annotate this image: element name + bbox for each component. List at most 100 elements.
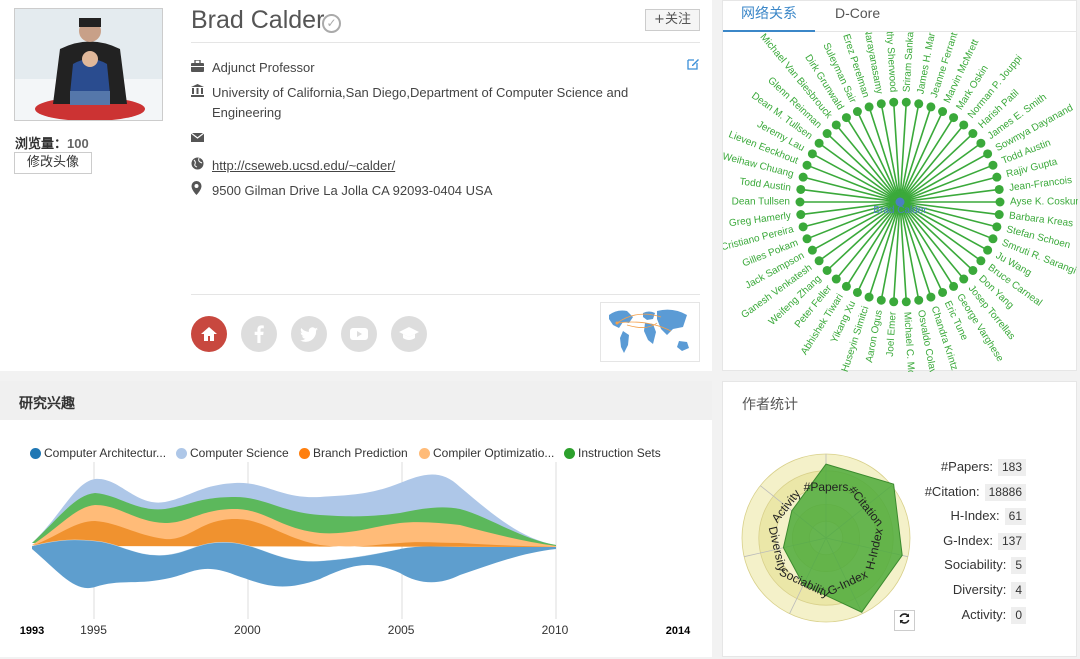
network-node[interactable] — [994, 184, 1004, 194]
network-edge — [802, 201, 901, 228]
network-node[interactable] — [976, 138, 986, 148]
network-node[interactable] — [831, 120, 841, 130]
network-node[interactable] — [798, 222, 808, 232]
coauthor-label[interactable]: Timothy Sherwood — [882, 32, 898, 93]
network-node[interactable] — [901, 297, 911, 307]
network-node[interactable] — [988, 160, 998, 170]
homepage-link[interactable]: http://cseweb.ucsd.edu/~calder/ — [212, 158, 396, 173]
network-node[interactable] — [976, 256, 986, 266]
network-node[interactable] — [822, 265, 832, 275]
tab-dcore[interactable]: D-Core — [835, 5, 881, 21]
network-node[interactable] — [802, 234, 812, 244]
edit-icon[interactable] — [687, 57, 700, 70]
network-node[interactable] — [995, 197, 1005, 207]
network-edge — [899, 201, 982, 262]
network-node[interactable] — [959, 120, 969, 130]
network-node[interactable] — [949, 281, 959, 291]
refresh-button[interactable] — [894, 610, 915, 631]
stat-row: #Papers: 183 — [923, 459, 1026, 476]
network-node[interactable] — [889, 297, 899, 307]
follow-button[interactable]: +关注 — [645, 9, 700, 31]
network-node[interactable] — [807, 245, 817, 255]
home-icon[interactable] — [191, 316, 227, 352]
network-node[interactable] — [938, 287, 948, 297]
stat-value: 0 — [1011, 606, 1026, 624]
network-node[interactable] — [831, 274, 841, 284]
legend-item[interactable]: Computer Science — [176, 446, 289, 460]
network-node[interactable] — [988, 234, 998, 244]
network-node[interactable] — [968, 265, 978, 275]
network-edge — [892, 102, 901, 203]
avatar[interactable] — [14, 8, 163, 121]
network-node[interactable] — [807, 149, 817, 159]
coauthor-label[interactable]: Ayse K. Coskun — [1010, 197, 1078, 208]
center-node[interactable] — [895, 197, 905, 207]
legend-item[interactable]: Branch Prediction — [299, 446, 408, 460]
network-node[interactable] — [822, 129, 832, 139]
network-edge — [818, 142, 901, 203]
tab-network[interactable]: 网络关系 — [723, 4, 815, 32]
network-node[interactable] — [864, 102, 874, 112]
stat-label: Diversity: — [952, 582, 1007, 597]
network-node[interactable] — [983, 149, 993, 159]
network-node[interactable] — [994, 210, 1004, 220]
legend-item[interactable]: Compiler Optimizatio... — [419, 446, 554, 460]
coauthor-label[interactable]: Michael C. Mc — [901, 311, 916, 372]
network-node[interactable] — [852, 287, 862, 297]
verified-icon: ✓ — [322, 14, 341, 33]
network-node[interactable] — [802, 160, 812, 170]
x-tick-label: 2014 — [666, 625, 691, 637]
network-node[interactable] — [798, 172, 808, 182]
youtube-icon[interactable] — [341, 316, 377, 352]
legend-item[interactable]: Instruction Sets — [564, 446, 661, 460]
coauthor-label[interactable]: Dean Tullsen — [732, 197, 790, 208]
avatar-photo — [15, 9, 162, 120]
coauthor-label[interactable]: Todd Austin — [739, 176, 792, 193]
network-node[interactable] — [841, 281, 851, 291]
author-stats-card: 作者统计 #Papers #Citation H-Index G-Index Socia… — [722, 381, 1077, 657]
network-node[interactable] — [864, 292, 874, 302]
edit-avatar-button[interactable]: 修改头像 — [14, 152, 92, 174]
network-node[interactable] — [876, 99, 886, 109]
envelope-icon[interactable] — [190, 129, 212, 149]
network-node[interactable] — [841, 113, 851, 123]
network-node[interactable] — [796, 210, 806, 220]
network-node[interactable] — [914, 295, 924, 305]
network-node[interactable] — [814, 138, 824, 148]
facebook-icon[interactable] — [241, 316, 277, 352]
coauthor-label[interactable]: Joel Emer — [885, 311, 899, 357]
network-node[interactable] — [901, 97, 911, 107]
coauthor-label[interactable]: Sriram Sanka — [902, 32, 917, 93]
network-node[interactable] — [968, 129, 978, 139]
section-title: 作者统计 — [742, 397, 798, 413]
coauthor-label[interactable]: Jean-Francois — [1008, 175, 1072, 194]
network-node[interactable] — [796, 184, 806, 194]
network-node[interactable] — [926, 102, 936, 112]
network-node[interactable] — [852, 107, 862, 117]
network-node[interactable] — [992, 172, 1002, 182]
network-node[interactable] — [914, 99, 924, 109]
x-tick-label: 1993 — [20, 625, 44, 637]
network-edge — [899, 188, 1000, 203]
network-node[interactable] — [814, 256, 824, 266]
legend-item[interactable]: Computer Architectur... — [30, 446, 166, 460]
twitter-icon[interactable] — [291, 316, 327, 352]
map-pin-icon — [191, 181, 212, 201]
address-row: 9500 Gilman Drive La Jolla CA 92093-0404… — [191, 181, 492, 201]
world-map[interactable] — [600, 302, 700, 362]
network-node[interactable] — [938, 107, 948, 117]
network-node[interactable] — [889, 97, 899, 107]
network-node[interactable] — [949, 113, 959, 123]
x-axis: 1993 1995 2000 2005 2010 2014 — [20, 623, 691, 637]
network-node[interactable] — [795, 197, 805, 207]
network-node[interactable] — [926, 292, 936, 302]
affiliation-text: University of California,San Diego,Depar… — [212, 85, 629, 120]
network-node[interactable] — [992, 222, 1002, 232]
graduation-cap-icon[interactable] — [391, 316, 427, 352]
network-node[interactable] — [983, 245, 993, 255]
network-node[interactable] — [876, 295, 886, 305]
interest-streamgraph[interactable]: 1993 1995 2000 2005 2010 2014 — [0, 457, 712, 657]
network-node[interactable] — [959, 274, 969, 284]
network-edge — [818, 201, 901, 262]
